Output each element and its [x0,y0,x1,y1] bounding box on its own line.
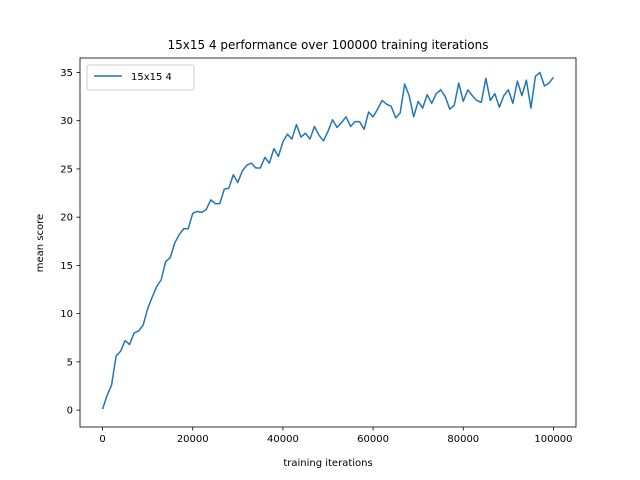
y-tick-label: 30 [60,116,73,127]
legend-box [86,64,195,91]
series-layer [101,71,555,410]
legend-label: 15x15 4 [131,72,172,83]
y-tick-label: 0 [67,406,73,417]
legend: 15x15 4 [86,64,195,91]
x-axis-label: training iterations [283,458,372,469]
y-tick-label: 25 [60,164,73,175]
y-tick-label: 15 [60,261,73,272]
y-tick-label: 10 [60,309,73,320]
y-axis-label: mean score [35,214,46,272]
plot-area-frame [79,57,577,428]
x-tick-label: 100000 [534,434,572,445]
y-tick-label: 20 [60,213,73,224]
series-line [101,71,555,410]
x-tick-label: 0 [99,434,105,445]
y-tick-label: 5 [67,357,73,368]
chart-title: 15x15 4 performance over 100000 training… [167,38,488,52]
x-axis-ticks: 0 20000 40000 60000 80000 100000 [99,427,573,445]
x-tick-label: 80000 [447,434,479,445]
x-tick-label: 60000 [357,434,389,445]
x-tick-label: 40000 [267,434,299,445]
y-tick-label: 35 [60,68,73,79]
y-axis-ticks: 0 5 10 15 20 25 30 35 [60,68,80,417]
x-tick-label: 20000 [177,434,209,445]
